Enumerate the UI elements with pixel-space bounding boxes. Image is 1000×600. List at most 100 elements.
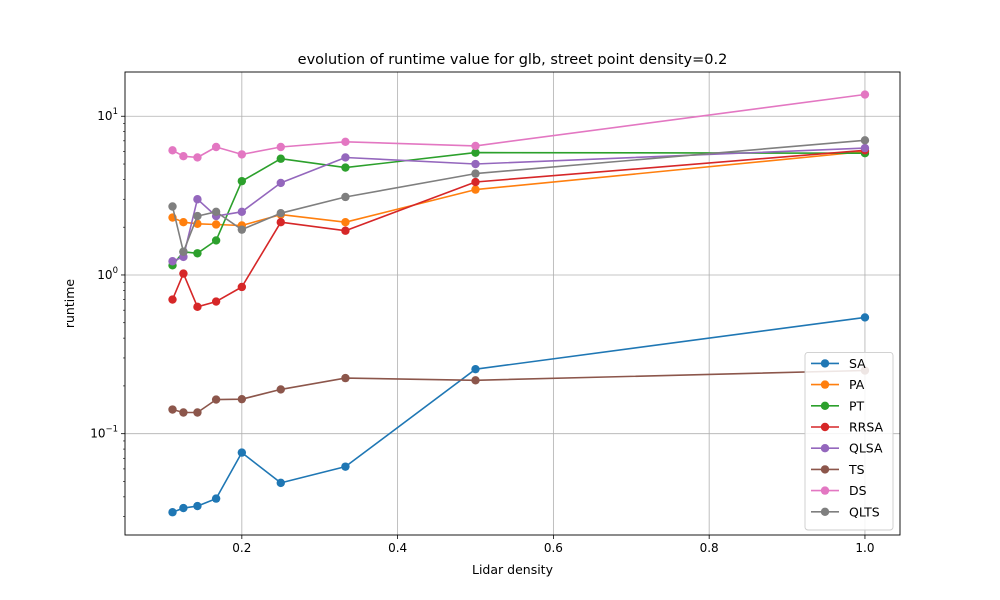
legend-marker	[820, 380, 830, 389]
axis-ticks: 0.2 0.4 0.6 0.8 1.0 10−1 100 101	[90, 107, 874, 555]
data-point	[341, 226, 350, 235]
legend-marker	[820, 465, 830, 474]
data-point	[471, 141, 480, 151]
data-point	[860, 90, 870, 99]
legend-item-qlsa: QLSA	[811, 441, 883, 456]
x-tick-label: 0.8	[700, 541, 719, 555]
data-point	[179, 152, 188, 161]
data-point	[211, 207, 221, 217]
legend-item-pt: PT	[811, 398, 865, 413]
legend-label: QLTS	[849, 504, 880, 519]
data-point	[341, 163, 350, 172]
data-point	[471, 159, 480, 169]
legend-label: SA	[849, 356, 866, 371]
legend-marker	[820, 359, 830, 368]
data-point	[168, 508, 177, 517]
data-point	[237, 282, 247, 292]
data-point	[193, 153, 202, 162]
data-point	[471, 376, 480, 385]
x-tick-label: 0.2	[232, 541, 251, 555]
legend-label: DS	[849, 483, 867, 498]
data-point	[179, 269, 188, 278]
data-point	[860, 143, 870, 153]
series-ts	[168, 366, 870, 417]
series-sa	[168, 313, 870, 517]
data-point	[860, 313, 870, 322]
data-point	[193, 249, 202, 258]
y-tick-label: 10−1	[90, 425, 118, 441]
data-point	[276, 178, 285, 188]
data-point	[211, 142, 221, 152]
legend-label: TS	[848, 462, 865, 477]
plot-frame	[124, 71, 901, 536]
data-point	[237, 150, 247, 159]
data-point	[211, 395, 221, 404]
y-tick-label: 100	[97, 266, 118, 282]
data-point	[860, 136, 870, 145]
data-point	[179, 408, 188, 417]
data-point	[193, 302, 202, 312]
data-point	[168, 146, 177, 155]
data-point	[237, 448, 247, 457]
legend-marker	[820, 507, 830, 516]
data-point	[193, 501, 202, 511]
data-point	[237, 176, 247, 186]
data-point	[471, 177, 480, 187]
data-point	[211, 220, 221, 229]
data-point	[179, 218, 188, 227]
legend-item-ts: TS	[811, 462, 865, 477]
data-point	[471, 185, 480, 194]
data-point	[211, 236, 221, 245]
legend-marker	[820, 422, 830, 432]
data-point	[237, 207, 247, 217]
series-qlsa	[168, 143, 870, 266]
data-point	[471, 148, 480, 157]
data-point	[276, 385, 285, 394]
legend-marker	[820, 486, 830, 495]
data-point	[341, 137, 350, 147]
legend-label: QLSA	[849, 441, 883, 456]
series-layer	[168, 90, 870, 517]
data-point	[193, 195, 202, 204]
data-point	[211, 494, 221, 503]
legend-label: PA	[849, 377, 865, 392]
legend-label: RRSA	[849, 420, 884, 435]
data-point	[168, 257, 177, 266]
data-point	[193, 211, 202, 221]
data-point	[179, 503, 188, 513]
data-point	[341, 218, 350, 227]
data-point	[341, 153, 350, 162]
legend-item-rrsa: RRSA	[811, 420, 884, 435]
series-ds	[168, 90, 870, 162]
data-point	[341, 373, 350, 383]
data-point	[168, 405, 177, 414]
data-point	[276, 208, 285, 218]
data-point	[276, 154, 285, 163]
legend-marker	[820, 401, 830, 410]
legend: SA PA PT RRSA QLSA TS DS QLTS	[804, 351, 894, 531]
grid	[125, 72, 900, 535]
data-point	[276, 478, 285, 488]
data-point	[179, 247, 188, 256]
x-tick-label: 0.4	[388, 541, 407, 555]
data-point	[193, 408, 202, 417]
data-point	[276, 218, 285, 227]
data-point	[168, 202, 177, 211]
legend-item-sa: SA	[811, 356, 866, 371]
data-point	[237, 225, 247, 234]
x-tick-label: 0.6	[544, 541, 563, 555]
data-point	[237, 394, 247, 404]
legend-marker	[820, 444, 830, 453]
data-point	[211, 297, 221, 306]
y-axis-label: runtime	[62, 279, 77, 329]
data-point	[341, 192, 350, 202]
series-rrsa	[168, 146, 870, 312]
chart-title: evolution of runtime value for glb, stre…	[298, 52, 728, 68]
legend-label: PT	[849, 398, 865, 413]
legend-item-ds: DS	[811, 483, 867, 498]
data-point	[168, 295, 177, 304]
legend-item-qlts: QLTS	[811, 504, 880, 519]
data-point	[471, 364, 480, 374]
data-point	[276, 142, 285, 152]
